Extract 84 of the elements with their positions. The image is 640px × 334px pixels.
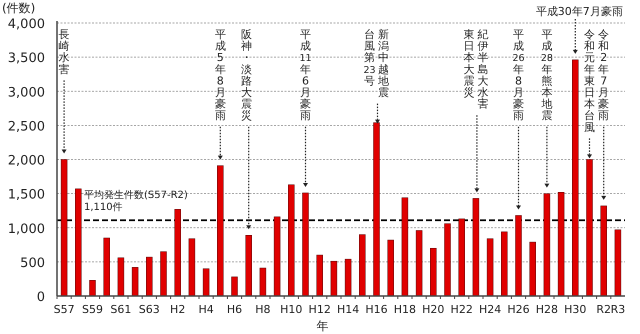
annotation: 平成11年6月豪雨 [299,28,312,122]
bar [600,206,607,296]
bar [558,192,564,296]
x-tick-label: S57 [54,303,75,316]
x-tick-label: H4 [198,303,214,316]
bar [501,232,508,296]
bar [416,230,422,296]
x-axis-title: 年 [316,319,329,333]
annotation: 平成26年8月豪雨 [512,28,525,122]
bar [572,60,579,296]
x-tick-label: H24 [478,303,502,316]
bar [202,268,210,296]
bar [288,184,295,296]
y-tick-label: 2,500 [8,119,45,134]
annotation: 東日本大震災 [463,28,474,99]
bar [472,198,480,296]
x-tick-label: R3 [610,303,626,316]
x-tick-label: H22 [450,303,473,316]
annotation: 長崎水害 [58,28,70,76]
bar [444,223,451,296]
bar [515,215,522,296]
annotation: 阪神・淡路大震災 [241,28,252,122]
annotation: 台風第23号 [363,28,376,88]
bar [316,254,323,296]
bar [302,192,309,296]
bar [188,238,196,296]
bar [146,256,153,296]
bar [245,235,252,296]
bar [118,258,124,296]
text: 平成30年7月豪雨 [536,5,623,18]
bar [274,216,280,296]
bar [359,234,366,296]
y-tick-label: 500 [20,256,45,271]
y-tick-label: 1,000 [8,222,45,237]
bar [387,240,394,296]
bar [231,276,238,296]
x-tick-label: S59 [82,303,103,316]
annotation: 新潟中越地震 [377,28,389,99]
bar [174,209,181,296]
y-tick-label: 0 [36,290,45,305]
y-tick-label: 3,500 [8,51,45,66]
bar [458,218,465,296]
y-tick-label: 2,000 [8,154,45,168]
bar [529,242,536,296]
x-tick-label: H8 [255,303,271,316]
bar [60,159,68,296]
x-tick-label: H18 [394,303,416,316]
bar [160,251,167,296]
text: 令和元年東日本台風 [584,28,595,134]
bar [89,280,96,296]
y-axis-title: (件数) [2,1,36,15]
bar [75,188,82,296]
annotation: 平成28年熊本地震 [540,28,553,122]
x-tick-label: H16 [365,303,388,316]
x-tick-label: S61 [110,303,132,316]
x-tick-label: S63 [138,303,160,316]
bar [402,197,408,296]
x-tick-label: H10 [280,303,302,316]
x-tick-label: R2 [596,303,612,316]
bar [486,238,494,296]
bar [614,230,622,296]
annotation: 令和2年7月豪雨 [598,28,610,122]
y-tick-label: 3,000 [8,85,45,100]
x-tick-label: H2 [170,303,186,316]
ref-line-label: 平均発生件数(S57-R2) 1,110件 [84,189,188,214]
bar [344,258,352,296]
y-tick-label: 1,500 [8,188,45,203]
x-tick-label: H12 [308,303,331,316]
x-tick-label: H28 [536,303,558,316]
bar [103,238,110,296]
x-tick-label: H14 [336,303,360,316]
x-tick-label: H26 [507,303,530,316]
x-tick-label: H6 [226,303,242,316]
bar [330,260,338,296]
y-tick-label: 4,000 [8,17,45,32]
bar [260,268,266,296]
x-tick-label: H20 [422,303,444,316]
bar [544,193,550,296]
annotation: 紀伊半島大水害 [477,28,488,111]
bar [430,248,437,296]
annotation: 平成5年8月豪雨 [214,28,226,122]
x-tick-label: H30 [564,303,586,316]
bar [217,165,224,296]
bar [132,267,138,296]
